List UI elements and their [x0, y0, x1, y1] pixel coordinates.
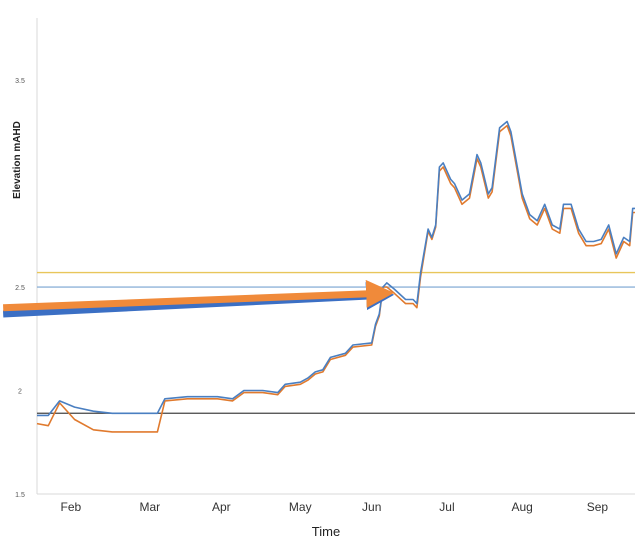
y-tick-labels: 1.5 2 2.5 3.5: [15, 78, 25, 499]
y-tick-label: 3.5: [15, 78, 25, 85]
orange-arrow: [3, 279, 395, 312]
x-tick-label: Feb: [61, 500, 82, 514]
arrow-group: [2, 279, 395, 318]
y-tick-label: 1.5: [15, 492, 25, 499]
x-tick-label: Jun: [362, 500, 381, 514]
x-tick-label: Mar: [139, 500, 160, 514]
y-axis-title: Elevation mAHD: [12, 121, 23, 199]
x-axis-title: Time: [312, 524, 340, 539]
x-tick-label: Sep: [587, 500, 609, 514]
y-tick-label: 2.5: [15, 285, 25, 292]
x-tick-label: Apr: [212, 500, 231, 514]
x-tick-label: Aug: [511, 500, 532, 514]
x-tick-label: Jul: [439, 500, 454, 514]
series-group: [36, 120, 635, 433]
y-tick-label: 2: [18, 389, 22, 396]
x-tick-labels: Feb Mar Apr May Jun Jul Aug Sep: [61, 500, 609, 514]
x-tick-label: May: [289, 500, 312, 514]
series-line-blue: [37, 120, 635, 417]
